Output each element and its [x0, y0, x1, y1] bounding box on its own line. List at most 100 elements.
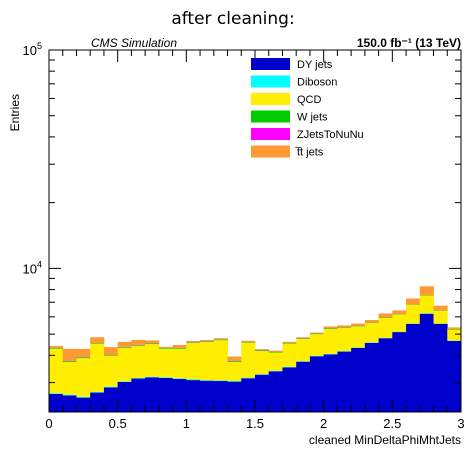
bar-2-bin-10 [172, 378, 187, 379]
axis-ticks [48, 49, 462, 412]
bar-4-bin-16 [255, 350, 270, 351]
bar-4-bin-13 [213, 339, 228, 341]
bar-6-bin-6 [117, 341, 132, 347]
bar-4-bin-5 [103, 354, 119, 356]
bar-6-bin-16 [255, 349, 270, 350]
bar-1-bin-8 [145, 377, 160, 412]
bar-6-bin-10 [172, 344, 187, 348]
x-tick-label: 1 [183, 416, 190, 431]
bar-4-bin-12 [200, 341, 215, 342]
bar-6-bin-26 [392, 310, 407, 314]
bar-3-bin-7 [131, 345, 146, 378]
bar-3-bin-19 [296, 338, 311, 362]
bar-3-bin-4 [90, 343, 105, 392]
bar-4-bin-3 [76, 357, 91, 359]
bar-6-bin-19 [296, 337, 311, 339]
bar-6-bin-7 [131, 340, 146, 345]
bar-4-bin-15 [241, 341, 256, 343]
bar-6-bin-30 [447, 327, 462, 329]
bar-3-bin-2 [62, 361, 77, 395]
bar-1-bin-20 [309, 356, 325, 412]
bar-1-bin-23 [351, 347, 366, 412]
bar-3-bin-23 [351, 326, 366, 348]
bar-4-bin-22 [337, 327, 352, 328]
bar-4-bin-24 [364, 322, 379, 323]
bar-1-bin-13 [213, 381, 228, 412]
cms-label: CMS Simulation [91, 36, 177, 50]
bar-6-bin-8 [145, 340, 160, 344]
bar-1-bin-26 [392, 332, 407, 412]
bar-1-bin-21 [323, 354, 338, 412]
bar-1-bin-15 [241, 378, 256, 412]
bar-3-bin-6 [117, 347, 132, 382]
bar-3-bin-18 [282, 343, 297, 367]
bar-6-bin-13 [213, 338, 228, 340]
bar-4-bin-30 [447, 328, 462, 330]
bar-1-bin-25 [378, 338, 393, 412]
legend-swatch [251, 75, 290, 88]
y-axis-label: Entries [8, 94, 22, 131]
bar-2-bin-15 [241, 377, 256, 379]
bar-1-bin-1 [49, 393, 64, 412]
bar-1-bin-7 [131, 378, 146, 412]
bar-6-bin-4 [90, 337, 105, 343]
bar-4-bin-14 [227, 361, 242, 362]
bar-1-bin-4 [90, 392, 105, 412]
bar-3-bin-21 [323, 328, 338, 354]
bar-2-bin-18 [282, 366, 297, 368]
bar-3-bin-11 [186, 342, 201, 380]
bar-1-bin-2 [62, 395, 77, 412]
legend-swatch [251, 58, 290, 70]
bar-3-bin-3 [76, 358, 91, 397]
bar-2-bin-4 [90, 391, 105, 393]
bar-1-bin-12 [200, 380, 215, 412]
bar-1-bin-19 [296, 361, 311, 412]
bar-3-bin-8 [145, 343, 160, 377]
bar-3-bin-20 [309, 334, 325, 356]
chart-title: after cleaning: [171, 9, 294, 29]
bar-1-bin-11 [186, 380, 201, 412]
bar-2-bin-6 [117, 381, 132, 382]
legend-label: QCD [297, 94, 322, 106]
y-tick-exponent: 4 [37, 259, 42, 269]
bar-1-bin-29 [433, 323, 448, 412]
bar-3-bin-22 [337, 327, 352, 352]
bar-6-bin-20 [309, 332, 325, 334]
bar-2-bin-14 [227, 381, 242, 382]
bar-6-bin-22 [337, 325, 352, 328]
bar-4-bin-17 [268, 351, 283, 353]
bar-2-bin-17 [268, 370, 283, 372]
bar-2-bin-16 [255, 374, 270, 375]
bar-6-bin-28 [419, 286, 434, 295]
legend-label: t̅t jets [294, 147, 323, 159]
bar-4-bin-2 [62, 361, 77, 362]
bar-6-bin-9 [158, 346, 173, 348]
bar-1-bin-10 [172, 378, 187, 412]
bar-4-bin-6 [117, 347, 132, 348]
bar-6-bin-5 [103, 347, 119, 355]
bar-1-bin-16 [255, 374, 270, 412]
bar-4-bin-9 [158, 347, 173, 349]
bar-2-bin-7 [131, 377, 146, 379]
bar-4-bin-10 [172, 347, 187, 349]
bar-3-bin-17 [268, 352, 283, 371]
y-tick-label: 10 [23, 43, 37, 58]
bar-3-bin-29 [433, 310, 448, 324]
bar-3-bin-14 [227, 361, 242, 382]
bar-2-bin-9 [158, 377, 173, 378]
bar-1-bin-28 [419, 313, 434, 412]
bar-1-bin-9 [158, 377, 173, 412]
bar-6-bin-2 [62, 348, 77, 361]
legend: DY jets Diboson QCD W jets ZJetsToNuNu t̅t je… [251, 58, 364, 159]
legend-swatch [251, 128, 290, 140]
bar-4-bin-4 [90, 342, 105, 344]
bar-3-bin-12 [200, 341, 215, 381]
bar-3-bin-30 [447, 329, 462, 341]
bar-3-bin-25 [378, 317, 393, 338]
x-tick-label: 3 [457, 416, 464, 431]
bar-1-bin-17 [268, 371, 283, 412]
bar-6-bin-27 [406, 298, 421, 304]
bar-4-bin-23 [351, 325, 366, 327]
bar-3-bin-24 [364, 322, 379, 343]
x-tick-label: 2.5 [383, 416, 401, 431]
